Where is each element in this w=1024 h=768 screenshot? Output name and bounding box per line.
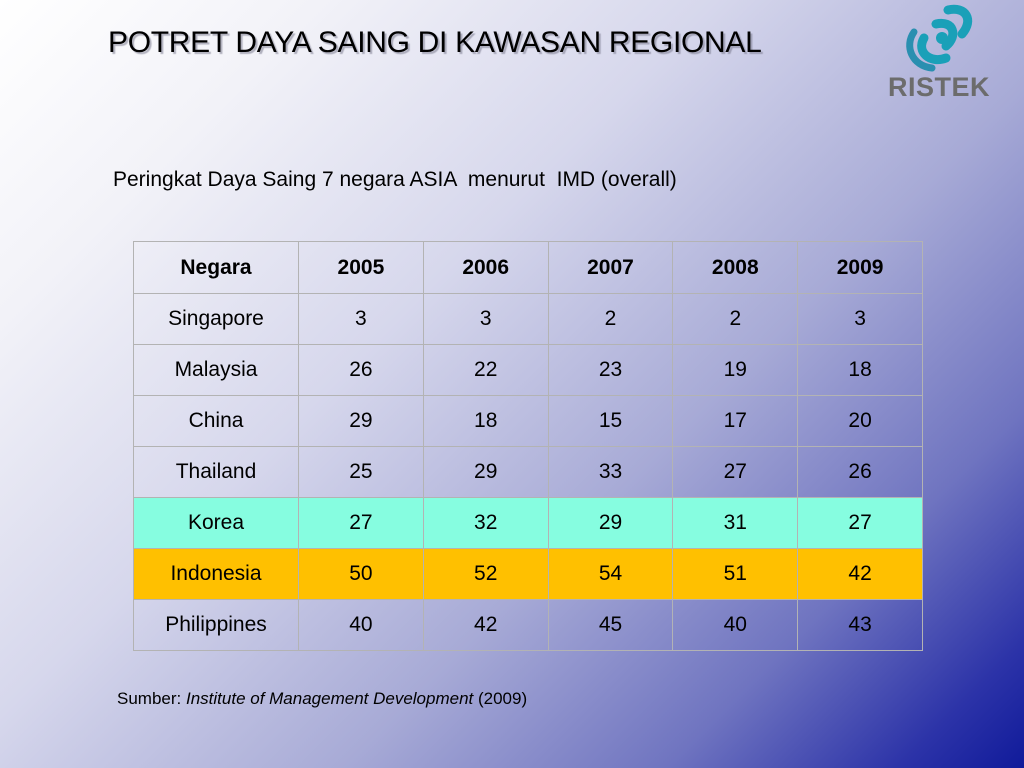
rank-cell: 3 [422, 293, 549, 345]
rank-cell: 33 [547, 446, 674, 498]
rank-cell: 2 [672, 293, 799, 345]
rank-cell: 27 [672, 446, 799, 498]
header-2007: 2007 [547, 241, 674, 294]
rank-cell: 31 [672, 497, 799, 549]
rank-cell: 40 [672, 599, 799, 651]
rank-cell: 42 [422, 599, 549, 651]
logo-text: RISTEK [888, 72, 991, 102]
rank-cell: 17 [672, 395, 799, 447]
rank-cell: 15 [547, 395, 674, 447]
rank-cell: 50 [298, 548, 424, 600]
header-2006: 2006 [422, 241, 549, 294]
country-cell: Singapore [133, 293, 299, 345]
table-row-highlight-indonesia: Indonesia 50 52 54 51 42 [133, 548, 923, 600]
source-institution: Institute of Management Development [185, 689, 474, 708]
table-row: Philippines 40 42 45 40 43 [133, 599, 923, 651]
rank-cell: 52 [422, 548, 549, 600]
table-header-row: Negara 2005 2006 2007 2008 2009 [133, 241, 923, 294]
country-cell: Thailand [133, 446, 299, 498]
country-cell: China [133, 395, 299, 447]
header-2008: 2008 [672, 241, 799, 294]
rank-cell: 22 [422, 344, 549, 396]
rank-cell: 3 [797, 293, 923, 345]
country-cell: Indonesia [133, 548, 299, 600]
table-row: Malaysia 26 22 23 19 18 [133, 344, 923, 396]
country-cell: Malaysia [133, 344, 299, 396]
ranking-table: Negara 2005 2006 2007 2008 2009 Singapor… [133, 241, 923, 651]
rank-cell: 26 [298, 344, 424, 396]
header-2005: 2005 [298, 241, 424, 294]
table-row-highlight-korea: Korea 27 32 29 31 27 [133, 497, 923, 549]
rank-cell: 54 [547, 548, 674, 600]
rank-cell: 43 [797, 599, 923, 651]
rank-cell: 27 [797, 497, 923, 549]
country-cell: Korea [133, 497, 299, 549]
header-negara: Negara [133, 241, 299, 294]
table-row: China 29 18 15 17 20 [133, 395, 923, 447]
rank-cell: 18 [422, 395, 549, 447]
rank-cell: 29 [547, 497, 674, 549]
slide-title: POTRET DAYA SAING DI KAWASAN REGIONAL [108, 26, 762, 59]
rank-cell: 25 [298, 446, 424, 498]
country-cell: Philippines [133, 599, 299, 651]
rank-cell: 3 [298, 293, 424, 345]
table-caption: Peringkat Daya Saing 7 negara ASIA menur… [113, 168, 677, 191]
rank-cell: 19 [672, 344, 799, 396]
source-prefix: Sumber: [117, 689, 186, 708]
ristek-logo: RISTEK [884, 2, 1004, 102]
rank-cell: 26 [797, 446, 923, 498]
rank-cell: 2 [547, 293, 674, 345]
rank-cell: 32 [422, 497, 549, 549]
rank-cell: 40 [298, 599, 424, 651]
source-year: (2009) [473, 689, 528, 708]
header-2009: 2009 [797, 241, 923, 294]
source-note: Sumber: Institute of Management Developm… [117, 689, 527, 709]
rank-cell: 23 [547, 344, 674, 396]
rank-cell: 42 [797, 548, 923, 600]
rank-cell: 45 [547, 599, 674, 651]
rank-cell: 20 [797, 395, 923, 447]
rank-cell: 18 [797, 344, 923, 396]
rank-cell: 51 [672, 548, 799, 600]
table-row: Thailand 25 29 33 27 26 [133, 446, 923, 498]
rank-cell: 27 [298, 497, 424, 549]
rank-cell: 29 [422, 446, 549, 498]
ristek-logo-icon [906, 4, 973, 72]
rank-cell: 29 [298, 395, 424, 447]
table-row: Singapore 3 3 2 2 3 [133, 293, 923, 345]
